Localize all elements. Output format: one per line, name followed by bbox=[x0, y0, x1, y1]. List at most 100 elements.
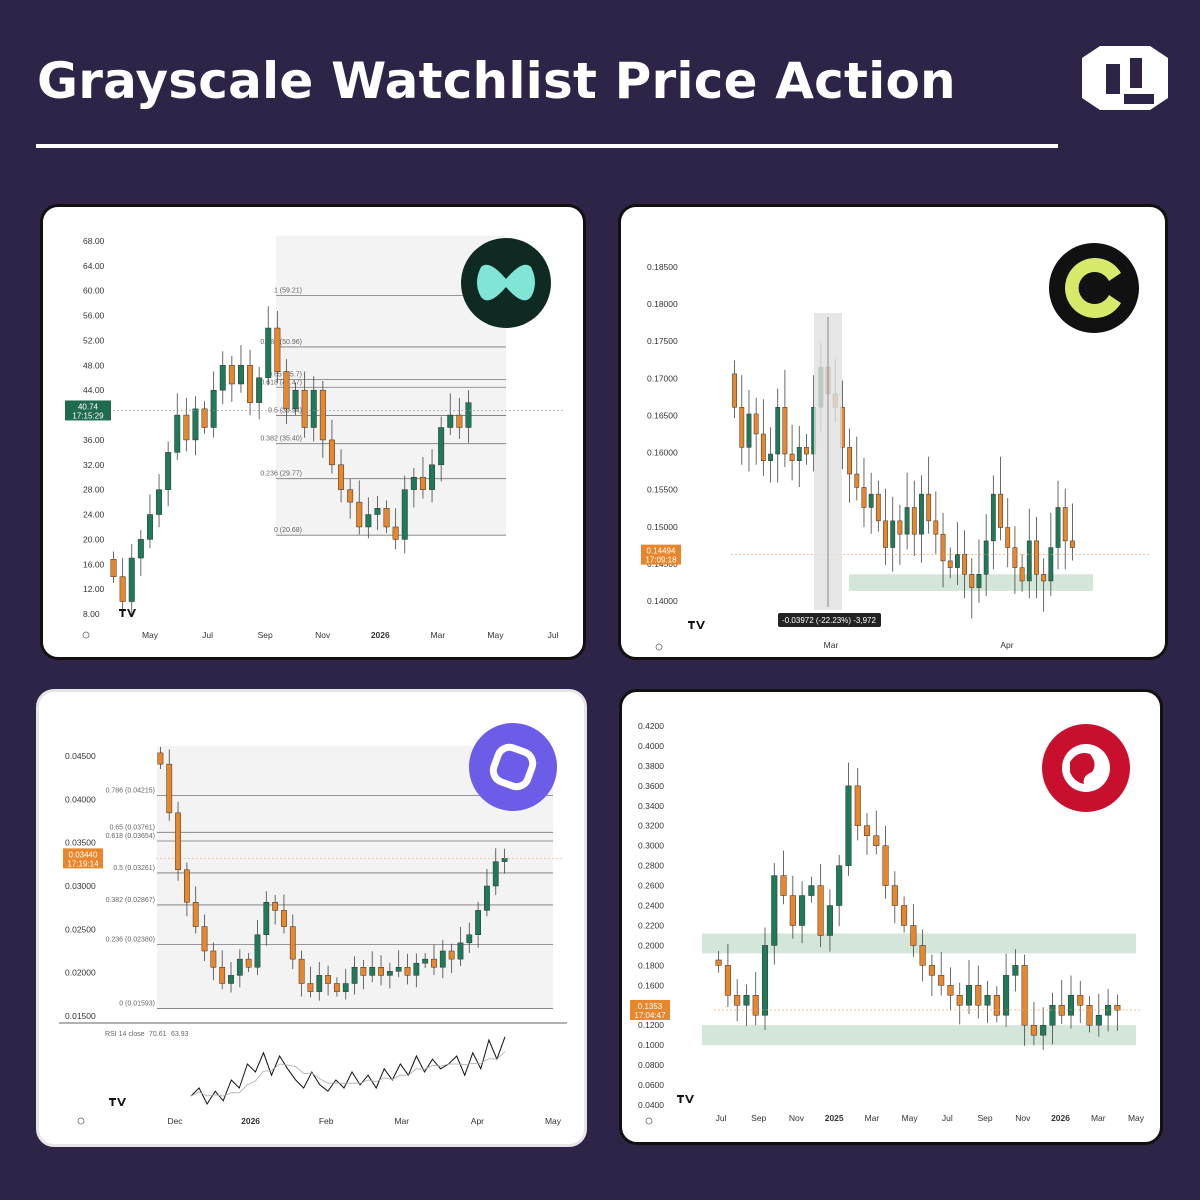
candle bbox=[826, 905, 833, 936]
candle bbox=[1021, 965, 1028, 1026]
y-tick-label: 0.2200 bbox=[638, 920, 664, 930]
rsi-value: 70.61 bbox=[149, 1031, 167, 1038]
price-countdown: 17:19:14 bbox=[67, 859, 99, 868]
page-title: Grayscale Watchlist Price Action bbox=[37, 52, 956, 110]
candle bbox=[274, 327, 281, 372]
y-tick-label: 68.00 bbox=[83, 236, 105, 246]
chart-4-svg[interactable]: 0.4200 0.4000 0.3800 0.3600 0.3400 0.3200 0.30… bbox=[622, 692, 1160, 1142]
candle bbox=[1077, 995, 1084, 1006]
chart-panel-1: 68.0064.0060.0056.0052.0048.0044.0040.00… bbox=[40, 204, 586, 660]
y-tick-label: 0.3200 bbox=[638, 821, 664, 831]
fib-level-label: 0.786 (50.96) bbox=[260, 339, 302, 346]
settings-icon bbox=[82, 631, 90, 639]
candle bbox=[501, 858, 508, 862]
fib-level-label: 0.65 (0.03761) bbox=[109, 824, 155, 831]
candle bbox=[789, 453, 795, 461]
x-tick-label: Mar bbox=[1091, 1113, 1106, 1123]
chart-1-svg[interactable]: 68.0064.0060.0056.0052.0048.0044.0040.00… bbox=[43, 207, 583, 657]
candle bbox=[156, 489, 163, 515]
candle bbox=[1114, 1005, 1121, 1011]
candle bbox=[753, 413, 759, 435]
candle bbox=[854, 473, 860, 488]
candle bbox=[1041, 574, 1047, 582]
candle bbox=[817, 885, 824, 936]
fib-level-label: 0.5 (39.94) bbox=[268, 407, 302, 414]
chart-panel-2: 0.18500 0.18000 0.17500 0.17000 0.16500 0.160… bbox=[618, 204, 1168, 660]
y-tick-label: 0.0400 bbox=[638, 1100, 664, 1110]
y-tick-label: 0.3800 bbox=[638, 761, 664, 771]
y-tick-label: 0.4000 bbox=[638, 741, 664, 751]
x-tick-label: Jul bbox=[942, 1113, 953, 1123]
candle bbox=[911, 507, 917, 535]
candle bbox=[410, 476, 417, 490]
chart-2-svg[interactable]: 0.18500 0.18000 0.17500 0.17000 0.16500 0.160… bbox=[621, 207, 1165, 657]
candle bbox=[928, 965, 935, 976]
candle bbox=[890, 520, 896, 548]
candle bbox=[863, 825, 871, 836]
candle bbox=[882, 845, 889, 886]
token-icon-wings bbox=[477, 264, 535, 301]
candle bbox=[237, 365, 244, 385]
price-countdown: 17:09:18 bbox=[645, 556, 677, 565]
y-tick-label: 0.16500 bbox=[647, 410, 678, 420]
candle bbox=[448, 950, 455, 960]
candle bbox=[395, 967, 402, 972]
candle bbox=[808, 885, 815, 896]
candle bbox=[256, 377, 263, 403]
candle bbox=[1040, 1024, 1047, 1036]
candle bbox=[386, 971, 393, 976]
y-tick-label: 0.2600 bbox=[638, 881, 664, 891]
chart-3-svg[interactable]: 0.04500 0.04000 0.03500 0.03000 0.02500 0.020… bbox=[39, 692, 584, 1144]
candle bbox=[975, 985, 982, 1006]
candle bbox=[429, 464, 436, 490]
candle bbox=[465, 402, 472, 428]
rsi-label: RSI 14 close bbox=[105, 1031, 145, 1038]
price-zone bbox=[702, 1025, 1136, 1046]
fib-level-label: 1 (59.21) bbox=[274, 288, 302, 295]
candle bbox=[891, 885, 898, 906]
candle bbox=[1003, 975, 1010, 1016]
y-tick-label: 52.00 bbox=[83, 335, 105, 345]
candle bbox=[739, 407, 745, 448]
purple-square-token-icon bbox=[469, 723, 557, 811]
candle bbox=[933, 520, 939, 535]
y-tick-label: 0.3600 bbox=[638, 781, 664, 791]
candle bbox=[1005, 527, 1011, 548]
candle bbox=[283, 371, 290, 410]
x-tick-label: Mar bbox=[865, 1113, 880, 1123]
x-tick-label: Jul bbox=[716, 1113, 727, 1123]
x-tick-label: 2026 bbox=[371, 630, 390, 640]
candle bbox=[298, 958, 305, 984]
candle bbox=[369, 967, 376, 976]
candle bbox=[356, 501, 363, 528]
candle bbox=[165, 452, 172, 490]
candle bbox=[201, 926, 208, 952]
candle bbox=[732, 373, 737, 408]
y-tick-label: 24.00 bbox=[83, 510, 105, 520]
y-tick-label: 0.18500 bbox=[647, 262, 678, 272]
y-tick-label: 0.01500 bbox=[65, 1011, 96, 1021]
y-tick-label: 0.15500 bbox=[647, 485, 678, 495]
candle bbox=[775, 407, 781, 455]
y-tick-label: 0.2000 bbox=[638, 940, 664, 950]
rsi-ma-value: 63.93 bbox=[171, 1031, 189, 1038]
candle bbox=[847, 447, 852, 475]
y-tick-label: 12.00 bbox=[83, 584, 105, 594]
x-tick-label: Nov bbox=[789, 1113, 805, 1123]
candle bbox=[175, 812, 181, 870]
candle bbox=[804, 447, 809, 455]
candle bbox=[183, 869, 190, 903]
title-underline bbox=[36, 144, 1058, 148]
chart-panel-3: 0.04500 0.04000 0.03500 0.03000 0.02500 0.020… bbox=[36, 689, 587, 1147]
candle bbox=[1030, 1024, 1037, 1036]
candle bbox=[419, 476, 426, 490]
candle bbox=[334, 983, 340, 992]
candle bbox=[1034, 540, 1039, 575]
candle bbox=[901, 905, 908, 926]
candle bbox=[310, 389, 317, 428]
y-tick-label: 56.00 bbox=[83, 311, 105, 321]
measure-label-box bbox=[778, 613, 881, 627]
candle bbox=[724, 965, 731, 996]
candle bbox=[861, 487, 867, 508]
token-icon-square-shape bbox=[489, 743, 537, 791]
